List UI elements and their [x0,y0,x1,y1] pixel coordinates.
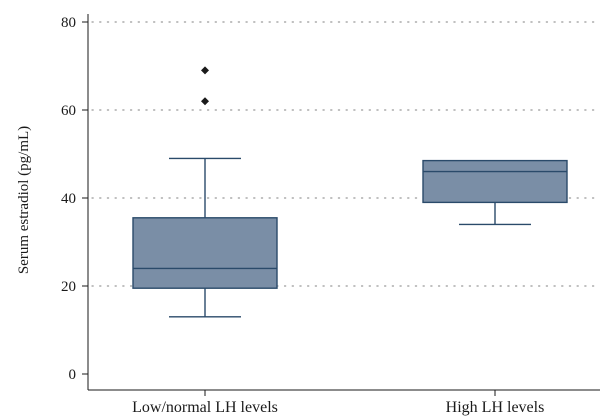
y-ticks: 0 20 40 60 80 [61,15,88,383]
boxes [132,66,568,318]
y-tick-label: 40 [61,191,76,207]
y-tick-label: 60 [61,103,76,119]
box-group [422,159,568,226]
x-category-labels: Low/normal LH levels High LH levels [132,390,544,416]
y-tick-label: 0 [69,367,77,383]
x-category-label: Low/normal LH levels [132,399,278,416]
axes [87,14,600,391]
outlier-point [201,66,209,75]
iqr-box [422,159,568,204]
box-group [132,66,278,318]
outlier-point [201,97,209,106]
y-tick-label: 20 [61,279,76,295]
y-axis-title: Serum estradiol (pg/mL) [16,126,32,274]
x-category-label: High LH levels [446,399,545,416]
y-tick-label: 80 [61,15,76,31]
iqr-box [132,217,278,289]
